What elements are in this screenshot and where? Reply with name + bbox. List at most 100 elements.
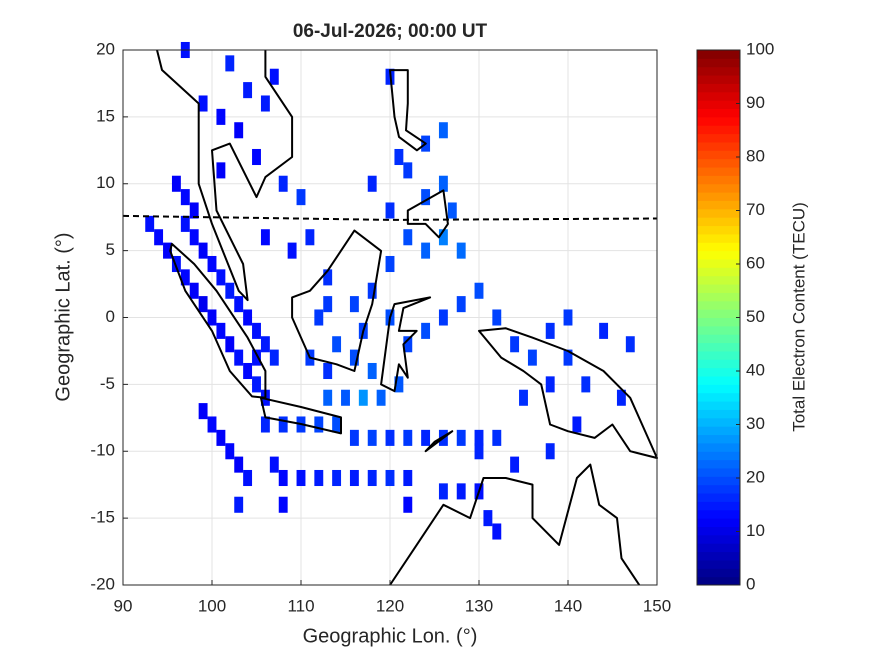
colorbar-swatch <box>697 518 740 527</box>
tec-cell <box>278 416 288 433</box>
colorbar-swatch <box>697 459 740 469</box>
tec-cell <box>269 349 279 366</box>
tec-cell <box>207 255 217 273</box>
tec-cell <box>492 309 502 326</box>
x-tick-label: 120 <box>376 596 404 615</box>
tec-cell <box>456 296 466 313</box>
colorbar-swatch <box>697 526 740 536</box>
tec-cell <box>563 349 573 366</box>
tec-cell <box>269 456 279 473</box>
tec-cell <box>171 255 181 273</box>
coastlines <box>122 49 658 586</box>
tec-cell <box>403 469 413 487</box>
tec-cell <box>421 322 431 339</box>
colorbar-swatch <box>697 158 740 168</box>
tec-cell <box>252 376 261 393</box>
tec-cell <box>358 389 368 406</box>
colorbar-swatch <box>697 384 740 394</box>
colorbar-swatch <box>697 559 740 569</box>
colorbar-swatch <box>697 183 740 193</box>
tec-cell <box>207 309 217 326</box>
colorbar-swatch <box>697 91 740 101</box>
tec-cell <box>198 403 208 420</box>
colorbar-swatch <box>697 250 740 260</box>
colorbar-swatch <box>697 467 740 477</box>
tec-cell <box>492 429 502 446</box>
borneo <box>291 229 383 372</box>
tec-cell <box>171 175 181 192</box>
tec-cell <box>252 349 261 366</box>
colorbar-swatch <box>697 192 740 201</box>
tec-cell <box>189 282 199 299</box>
colorbar-swatch <box>697 493 740 502</box>
colorbar-tick-label: 0 <box>746 574 755 593</box>
y-tick-label: -15 <box>90 508 115 527</box>
colorbar-swatch <box>697 442 740 452</box>
colorbar-swatch <box>697 233 740 243</box>
colorbar-swatch <box>697 275 740 285</box>
tec-cell <box>225 336 235 353</box>
tec-cell <box>216 322 226 339</box>
colorbar-tick-label: 30 <box>746 414 765 433</box>
colorbar-swatch <box>697 167 740 176</box>
tec-cell <box>519 389 528 406</box>
colorbar-swatch <box>697 150 740 160</box>
tec-cell <box>492 523 502 540</box>
colorbar-swatch <box>697 217 740 227</box>
tec-cell <box>225 443 235 460</box>
colorbar-swatch <box>697 100 740 110</box>
tec-cell <box>385 469 395 487</box>
colorbar-tick-label: 70 <box>746 200 765 219</box>
x-tick-label: 150 <box>643 596 671 615</box>
tec-cell <box>243 469 253 487</box>
tec-cell <box>474 429 484 446</box>
tec-cell <box>180 189 190 206</box>
tec-cell <box>296 189 306 206</box>
tec-cell <box>421 429 431 446</box>
colorbar-swatch <box>697 50 740 59</box>
tec-cell <box>545 322 555 339</box>
tec-cell <box>296 469 306 487</box>
colorbar-swatch <box>697 267 740 277</box>
tec-cell <box>234 349 244 366</box>
colorbar-tick-label: 100 <box>746 39 774 58</box>
tec-cell <box>323 269 333 286</box>
tec-cell <box>349 469 359 487</box>
colorbar-swatch <box>697 58 740 68</box>
tec-cell <box>323 389 333 406</box>
tec-cell <box>367 175 377 192</box>
tec-cell <box>581 376 591 393</box>
colorbar-swatch <box>697 116 740 126</box>
tec-cell <box>243 309 253 326</box>
tec-cell <box>314 469 324 487</box>
tec-cell <box>314 309 324 326</box>
sumatra <box>169 242 267 399</box>
y-tick-label: -10 <box>90 441 115 460</box>
sulawesi <box>380 296 432 393</box>
tec-cell <box>225 282 235 299</box>
tec-cell <box>260 229 270 246</box>
tec-cell <box>474 443 484 460</box>
colorbar-tick-label: 60 <box>746 253 765 272</box>
tec-cell <box>456 242 466 259</box>
tec-cell <box>234 296 244 313</box>
colorbar-swatch <box>697 342 740 352</box>
colorbar-swatch <box>697 534 740 544</box>
colorbar-swatch <box>697 417 740 427</box>
tec-cell <box>527 349 537 366</box>
colorbar-swatch <box>697 208 740 218</box>
tec-cell <box>456 483 466 500</box>
tec-cell <box>421 242 431 259</box>
tec-cell <box>421 189 431 206</box>
colorbar-swatch <box>697 568 740 578</box>
y-tick-label: 5 <box>106 240 115 259</box>
tec-cell <box>332 469 342 487</box>
tec-cell <box>278 496 288 513</box>
tec-cell <box>216 429 226 446</box>
colorbar-tick-label: 90 <box>746 93 765 112</box>
colorbar-swatch <box>697 401 740 410</box>
tec-cell <box>323 296 333 313</box>
axes: 90 100 110 120 130 140 150 -20 -15 -10 -5 0 5 10 15 20 <box>90 39 671 615</box>
tec-cell <box>225 55 235 72</box>
